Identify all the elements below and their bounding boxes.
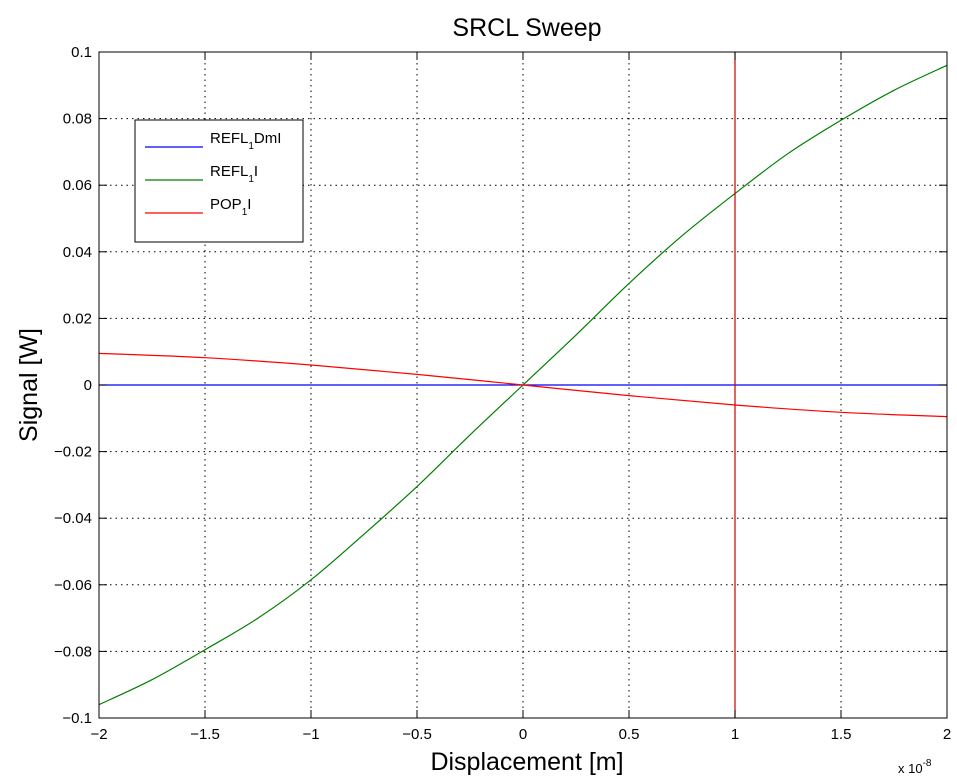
- y-tick-label: 0.06: [63, 177, 92, 194]
- legend: REFL1DmI REFL1I POP1I: [134, 119, 304, 243]
- x-tick-label: −0.5: [402, 726, 432, 743]
- x-tick-label: 0: [519, 726, 527, 743]
- y-tick-label: −0.02: [54, 444, 92, 461]
- x-tick-label: 1.5: [831, 726, 852, 743]
- chart-title: SRCL Sweep: [452, 14, 601, 42]
- plot-series: [98, 52, 948, 718]
- y-axis-label: Signal [W]: [15, 328, 43, 442]
- axis-ticks: −2 −1.5 −1 −0.5 0 0.5 1 1.5 2 −0.1 −0.08 −0.06 −0.04…: [54, 44, 951, 743]
- y-tick-label: 0.02: [63, 310, 92, 327]
- x-tick-label: −1: [302, 726, 319, 743]
- y-tick-label: −0.06: [54, 577, 92, 594]
- y-tick-label: −0.08: [54, 643, 92, 660]
- x-tick-label: −2: [90, 726, 107, 743]
- y-tick-label: 0: [84, 377, 92, 394]
- legend-label: REFL1I: [210, 163, 258, 185]
- x-multiplier-base: x 10: [898, 761, 923, 776]
- x-tick-label: 2: [943, 726, 951, 743]
- series-line-3: [98, 352, 948, 418]
- x-tick-label: 1: [731, 726, 739, 743]
- x-axis-label: Displacement [m]: [430, 748, 623, 776]
- y-tick-label: 0.1: [71, 44, 92, 61]
- y-tick-label: −0.04: [54, 510, 92, 527]
- x-multiplier-exponent: -8: [923, 758, 932, 769]
- x-tick-label: −1.5: [190, 726, 220, 743]
- legend-label: REFL1DmI: [210, 130, 281, 152]
- y-tick-label: −0.1: [62, 710, 92, 727]
- x-tick-label: 0.5: [619, 726, 640, 743]
- legend-label: POP1I: [210, 196, 251, 218]
- y-tick-label: 0.04: [63, 244, 92, 261]
- x-axis-multiplier: x 10-8: [898, 758, 932, 776]
- y-tick-label: 0.08: [63, 111, 92, 128]
- legend-box: [134, 119, 304, 243]
